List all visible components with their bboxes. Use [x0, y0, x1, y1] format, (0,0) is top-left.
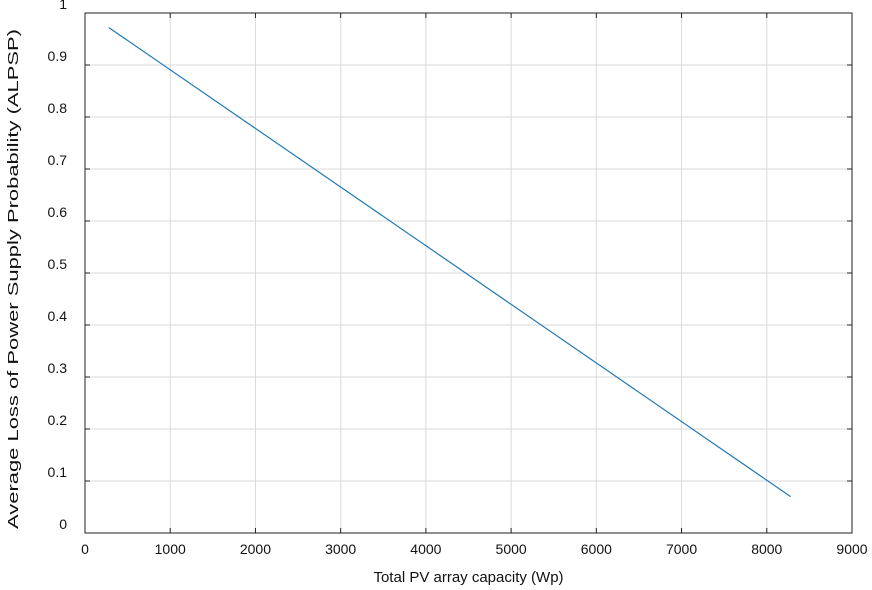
y-tick-label: 0.2 — [48, 412, 68, 428]
x-tick-label: 1000 — [155, 541, 186, 557]
y-tick-label: 0.3 — [48, 360, 68, 376]
x-tick-label: 2000 — [240, 541, 271, 557]
y-tick-label: 0.9 — [48, 48, 68, 64]
x-tick-label: 7000 — [666, 541, 697, 557]
y-tick-label: 0 — [59, 516, 67, 532]
series-layer — [108, 27, 791, 498]
x-tick-label: 3000 — [325, 541, 356, 557]
y-tick-label: 1 — [59, 0, 67, 12]
x-tick-label: 6000 — [581, 541, 612, 557]
grid-lines — [85, 13, 852, 533]
y-tick-label: 0.7 — [48, 152, 68, 168]
y-axis-label: Average Loss of Power Supply Probability… — [5, 29, 22, 529]
x-axis-label: Total PV array capacity (Wp) — [373, 569, 563, 586]
x-tick-label: 8000 — [751, 541, 782, 557]
y-tick-label: 0.4 — [48, 308, 68, 324]
x-tick-label: 4000 — [410, 541, 441, 557]
x-tick-label: 5000 — [496, 541, 527, 557]
y-tick-label: 0.8 — [48, 100, 68, 116]
tick-labels: 0 1000 2000 3000 4000 5000 6000 7000 8000 9000 0 0.… — [48, 0, 868, 557]
y-tick-label: 0.1 — [48, 464, 68, 480]
x-tick-label: 0 — [81, 541, 89, 557]
axis-ticks — [84, 12, 853, 534]
x-tick-label: 9000 — [836, 541, 867, 557]
y-tick-label: 0.5 — [48, 256, 68, 272]
series-line — [108, 27, 791, 498]
y-tick-label: 0.6 — [48, 204, 68, 220]
